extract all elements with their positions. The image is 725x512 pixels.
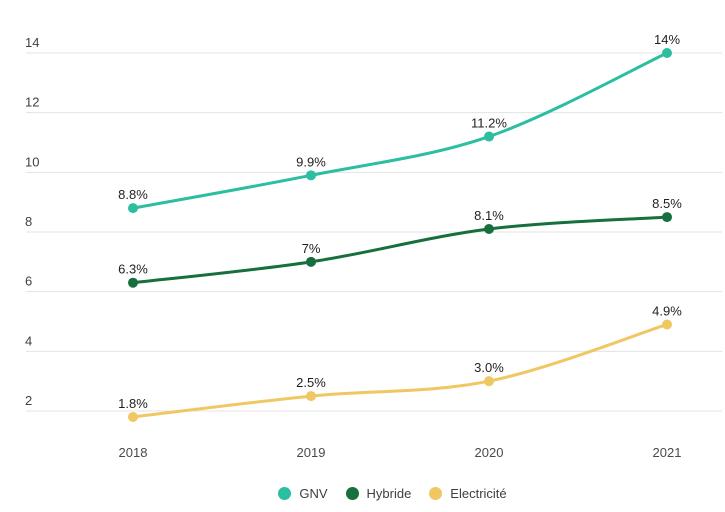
legend-label: Hybride (366, 485, 412, 501)
series-line-electricité (131, 322, 669, 419)
data-label: 4.9% (652, 303, 682, 318)
data-label: 8.5% (652, 196, 682, 211)
data-point-electricité[interactable] (306, 391, 316, 402)
chart-canvas: 2 4 6 8 10 12 14 2018 2019 2020 2021 8.8% 9.9% 11.2% 1… (25, 32, 722, 460)
y-tick-label: 12 (25, 95, 39, 110)
data-label: 7% (302, 241, 321, 256)
data-label: 6.3% (118, 262, 148, 277)
data-point-hybride[interactable] (662, 212, 672, 223)
data-point-hybride[interactable] (128, 277, 138, 288)
line-chart: 2 4 6 8 10 12 14 2018 2019 2020 2021 8.8% 9.9% 11.2% 1… (25, 32, 722, 460)
data-label: 2.5% (296, 375, 326, 390)
data-point-electricité[interactable] (128, 411, 138, 422)
x-tick-label: 2018 (119, 445, 148, 460)
chart-legend: GNV Hybride Electricité (0, 479, 725, 507)
legend-dot-icon (429, 486, 443, 500)
data-point-hybride[interactable] (484, 224, 494, 235)
y-tick-label: 6 (25, 274, 32, 289)
series-line-hybride (131, 215, 669, 285)
legend-dot-icon (278, 486, 292, 500)
y-tick-label: 14 (25, 35, 39, 50)
data-point-gnv[interactable] (128, 203, 138, 214)
data-label: 8.1% (474, 208, 504, 223)
data-label: 3.0% (474, 360, 504, 375)
data-point-gnv[interactable] (662, 48, 672, 58)
data-label: 9.9% (296, 154, 326, 169)
data-label: 1.8% (118, 396, 148, 411)
data-label: 8.8% (118, 187, 148, 202)
data-point-gnv[interactable] (306, 170, 316, 181)
legend-label: GNV (299, 485, 328, 501)
data-label: 14% (654, 32, 680, 47)
legend-label: Electricité (450, 485, 507, 501)
x-tick-label: 2021 (653, 445, 682, 460)
data-point-gnv[interactable] (484, 131, 494, 142)
y-tick-label: 10 (25, 154, 39, 169)
y-tick-label: 4 (25, 333, 32, 348)
legend-item-gnv[interactable]: GNV (278, 485, 328, 501)
x-tick-label: 2019 (297, 445, 326, 460)
data-point-electricité[interactable] (484, 376, 494, 387)
y-tick-label: 8 (25, 214, 32, 229)
data-point-electricité[interactable] (662, 319, 672, 330)
legend-item-electricité[interactable]: Electricité (429, 485, 507, 501)
data-label: 11.2% (471, 116, 507, 131)
y-tick-label: 2 (25, 393, 32, 408)
data-point-hybride[interactable] (306, 256, 316, 267)
legend-item-hybride[interactable]: Hybride (345, 485, 412, 501)
series-line-gnv (131, 51, 669, 210)
legend-dot-icon (345, 486, 359, 500)
x-tick-label: 2020 (475, 445, 504, 460)
